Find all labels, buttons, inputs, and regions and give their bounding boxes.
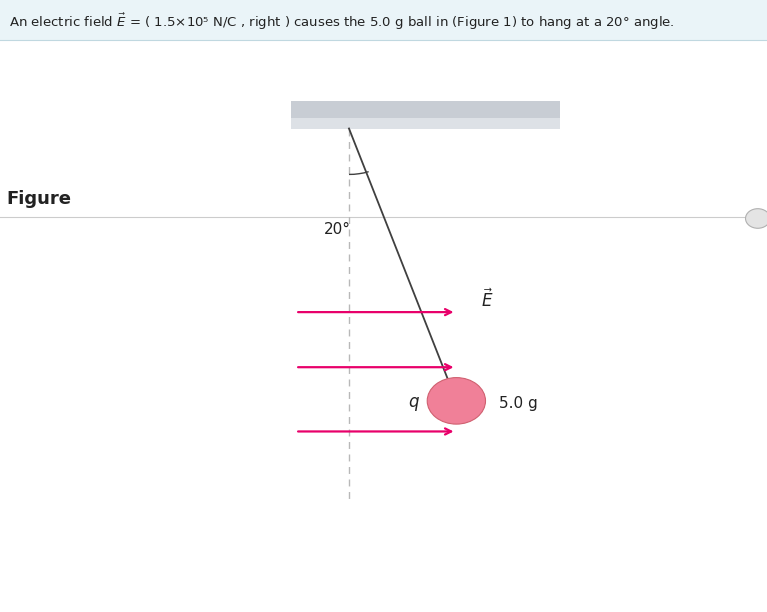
Bar bbox=[0, 0, 767, 40]
Text: An electric field $\vec{E}$ = ( 1.5×10⁵ N/C , right ) causes the 5.0 g ball in (: An electric field $\vec{E}$ = ( 1.5×10⁵ … bbox=[9, 11, 675, 32]
Circle shape bbox=[746, 209, 767, 228]
Text: 5.0 g: 5.0 g bbox=[499, 397, 538, 411]
Bar bbox=[291, 118, 560, 129]
Text: Figure: Figure bbox=[6, 190, 71, 207]
Text: $q$: $q$ bbox=[408, 395, 420, 413]
Bar bbox=[291, 101, 560, 129]
Text: 20°: 20° bbox=[324, 222, 351, 237]
Circle shape bbox=[427, 378, 486, 424]
Text: $\vec{E}$: $\vec{E}$ bbox=[481, 289, 493, 311]
